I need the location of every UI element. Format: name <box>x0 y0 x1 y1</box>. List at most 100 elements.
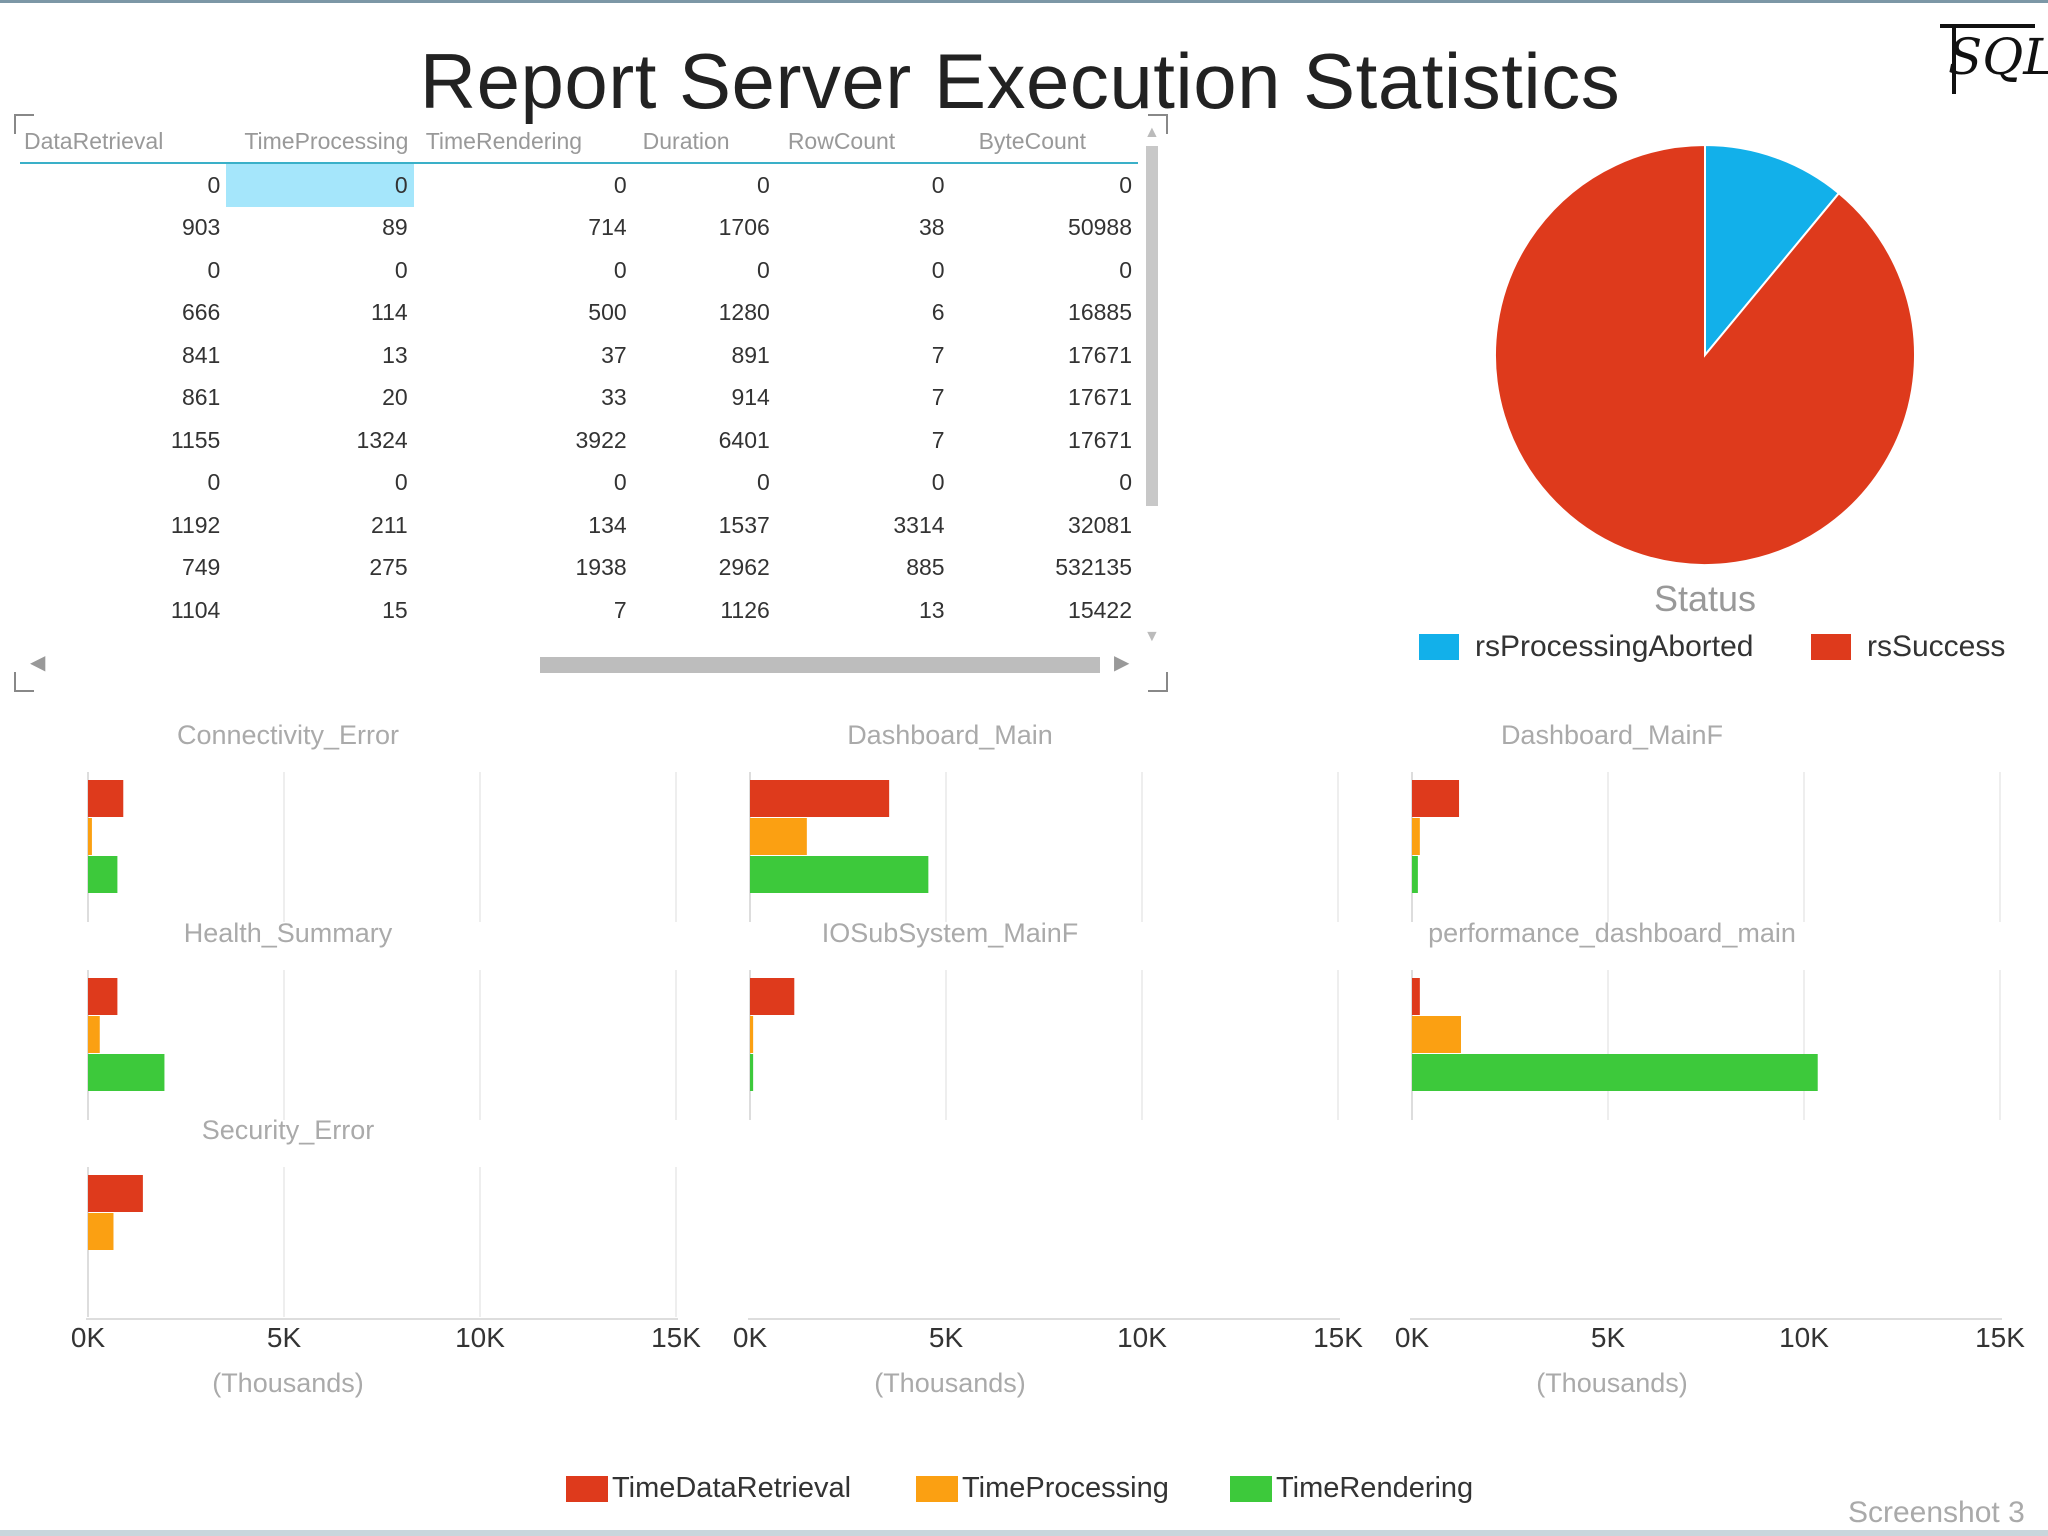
table-cell[interactable]: 20 <box>382 384 408 411</box>
vertical-scroll-thumb[interactable] <box>1146 146 1158 506</box>
bar-timerendering[interactable] <box>1412 856 1418 893</box>
table-cell[interactable]: 3922 <box>575 426 627 453</box>
table-cell[interactable]: 134 <box>588 511 627 538</box>
bar-timedataretrieval[interactable] <box>750 780 890 817</box>
table-cell[interactable]: 1104 <box>170 596 221 623</box>
table-cell[interactable]: 17671 <box>1068 384 1132 411</box>
table-cell[interactable]: 891 <box>731 341 770 368</box>
bar-timeprocessing[interactable] <box>88 1213 114 1250</box>
table-cell[interactable]: 3314 <box>893 511 945 538</box>
table-cell[interactable]: 0 <box>757 256 770 283</box>
scroll-right-arrow-icon[interactable]: ▶ <box>1114 652 1130 674</box>
table-cell[interactable]: 6401 <box>718 426 770 453</box>
table-cell[interactable]: 6 <box>931 299 945 326</box>
column-header-rowcount[interactable]: RowCount <box>775 120 951 164</box>
table-row[interactable]: 1104 15 7 1126 13 15422 <box>20 589 1138 632</box>
bar-panel-iosubsystem-mainf[interactable] <box>748 970 1340 1120</box>
table-cell[interactable]: 275 <box>369 554 408 581</box>
legend-item-timedataretrieval[interactable]: TimeDataRetrieval <box>566 1472 851 1505</box>
pie-slice-rssuccess[interactable] <box>1494 143 1916 566</box>
table-cell[interactable]: 7 <box>931 384 945 411</box>
table-cell[interactable]: 0 <box>394 469 408 496</box>
table-cell[interactable]: 1192 <box>170 511 221 538</box>
column-header-timerendering[interactable]: TimeRendering <box>413 120 633 164</box>
legend-item-timeprocessing[interactable]: TimeProcessing <box>916 1472 1169 1505</box>
table-cell[interactable]: 1537 <box>718 511 770 538</box>
table-cell[interactable]: 15422 <box>1068 596 1132 623</box>
table-cell[interactable]: 1938 <box>575 554 627 581</box>
bar-timerendering[interactable] <box>1412 1054 1818 1091</box>
table-cell[interactable]: 0 <box>757 171 770 198</box>
column-header-dataretrieval[interactable]: DataRetrieval <box>20 120 227 164</box>
table-cell[interactable]: 7 <box>613 596 627 623</box>
table-cell[interactable]: 0 <box>1119 256 1132 283</box>
legend-item-timerendering[interactable]: TimeRendering <box>1230 1472 1473 1505</box>
scroll-up-arrow-icon[interactable]: ▲ <box>1144 124 1160 141</box>
table-row[interactable]: 903 89 714 1706 38 50988 <box>20 207 1138 250</box>
bar-timeprocessing[interactable] <box>750 818 807 855</box>
table-cell[interactable]: 7 <box>931 341 945 368</box>
bar-timerendering[interactable] <box>750 856 929 893</box>
bar-panel-performance-dashboard-main[interactable] <box>1410 970 2002 1120</box>
bar-timedataretrieval[interactable] <box>88 978 118 1015</box>
bar-timedataretrieval[interactable] <box>88 780 124 817</box>
table-cell[interactable]: 7 <box>931 426 945 453</box>
pie-legend-item-success[interactable]: rsSuccess <box>1811 630 2005 664</box>
table-cell[interactable]: 16885 <box>1068 299 1132 326</box>
column-header-timeprocessing[interactable]: TimeProcessing <box>226 120 414 164</box>
table-cell[interactable]: 0 <box>207 256 221 283</box>
table-cell[interactable]: 0 <box>757 469 770 496</box>
scroll-left-arrow-icon[interactable]: ◀ <box>30 652 46 674</box>
table-cell[interactable]: 0 <box>226 163 414 207</box>
execution-table-visual[interactable]: DataRetrieval TimeProcessing TimeRenderi… <box>14 114 1168 692</box>
table-cell[interactable]: 32081 <box>1068 511 1132 538</box>
table-cell[interactable]: 500 <box>588 299 627 326</box>
table-cell[interactable]: 0 <box>207 469 221 496</box>
bar-panel-dashboard-mainf[interactable] <box>1410 772 2002 922</box>
table-cell[interactable]: 1324 <box>356 426 408 453</box>
data-table-viewport[interactable]: DataRetrieval TimeProcessing TimeRenderi… <box>20 120 1138 652</box>
vertical-scrollbar[interactable]: ▲ ▼ <box>1142 124 1160 648</box>
table-cell[interactable]: 1280 <box>718 299 770 326</box>
table-cell[interactable]: 841 <box>181 341 221 368</box>
table-cell[interactable]: 33 <box>601 384 627 411</box>
table-cell[interactable]: 17671 <box>1068 426 1132 453</box>
table-row[interactable]: 1155 1324 3922 6401 7 17671 <box>20 419 1138 462</box>
bar-panel-health-summary[interactable] <box>86 970 678 1120</box>
table-cell[interactable]: 0 <box>931 171 945 198</box>
bar-timeprocessing[interactable] <box>88 1016 100 1053</box>
column-header-bytecount[interactable]: ByteCount <box>950 120 1138 164</box>
bar-timeprocessing[interactable] <box>88 818 92 855</box>
table-cell[interactable]: 37 <box>601 341 627 368</box>
bar-timedataretrieval[interactable] <box>1412 780 1460 817</box>
table-cell[interactable]: 0 <box>613 171 627 198</box>
bar-timerendering[interactable] <box>88 856 118 893</box>
table-row[interactable]: 749 275 1938 2962 885 532135 <box>20 547 1138 590</box>
table-cell[interactable]: 0 <box>1119 171 1132 198</box>
table-cell[interactable]: 0 <box>613 256 627 283</box>
table-row[interactable]: 1192 211 134 1537 3314 32081 <box>20 504 1138 547</box>
bar-timedataretrieval[interactable] <box>750 978 795 1015</box>
table-row[interactable]: 666 114 500 1280 6 16885 <box>20 292 1138 335</box>
table-cell[interactable]: 89 <box>382 214 408 241</box>
table-cell[interactable]: 1706 <box>718 214 770 241</box>
table-cell[interactable]: 749 <box>181 554 221 581</box>
table-cell[interactable]: 211 <box>371 511 408 538</box>
table-cell[interactable]: 15 <box>382 596 408 623</box>
table-row[interactable]: 841 13 37 891 7 17671 <box>20 334 1138 377</box>
bar-timedataretrieval[interactable] <box>1412 978 1420 1015</box>
scroll-down-arrow-icon[interactable]: ▼ <box>1144 628 1160 645</box>
table-cell[interactable]: 0 <box>207 171 221 198</box>
table-cell[interactable]: 0 <box>394 256 408 283</box>
pie-slice-rsprocessingaborted[interactable] <box>1704 143 1841 358</box>
table-cell[interactable]: 114 <box>371 299 408 326</box>
bar-panel-security-error[interactable] <box>86 1167 678 1317</box>
table-cell[interactable]: 13 <box>918 596 945 623</box>
table-cell[interactable]: 38 <box>918 214 945 241</box>
table-cell[interactable]: 13 <box>382 341 408 368</box>
table-cell[interactable]: 0 <box>931 469 945 496</box>
table-cell[interactable]: 2962 <box>718 554 770 581</box>
